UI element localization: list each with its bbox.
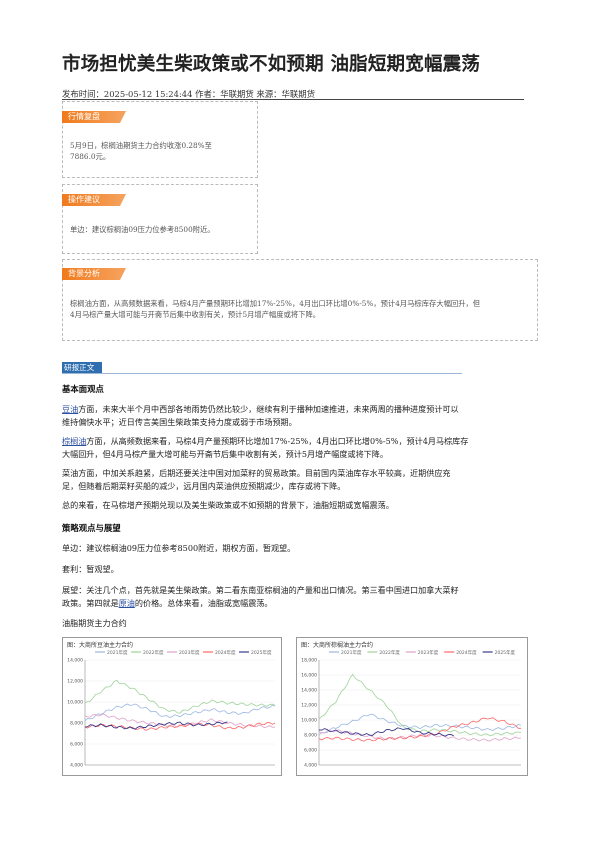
research-tag: 研报正文 bbox=[62, 362, 102, 373]
background-box bbox=[62, 259, 538, 341]
y-tick-label: 18,000 bbox=[301, 658, 317, 664]
soybean-oil-text-b: 维持偏快水平；近日传言美国生柴政策支持力度或弱于市场预期。 bbox=[62, 416, 297, 427]
y-tick-label: 8,000 bbox=[70, 721, 83, 727]
palm-oil-chart-title: 图：大商所棕榈油主力合约 bbox=[301, 642, 374, 649]
outlook-text-b1: 政策。第四就是 bbox=[62, 597, 119, 608]
outlook-text-a: 展望：关注几个点，首先就是美生柴政策。第二看东南亚棕榈油的产量和出口情况。第三看… bbox=[62, 585, 459, 595]
legend-label: 2024年度 bbox=[215, 649, 236, 656]
y-tick-label: 14,000 bbox=[67, 658, 83, 664]
palm-oil-link[interactable]: 棕榈油 bbox=[62, 436, 87, 446]
y-tick-label: 14,000 bbox=[301, 688, 317, 694]
palm-oil-paragraph: 棕榈油方面，从高频数据来看，马棕4月产量预期环比增加17%-25%，4月出口环比… bbox=[62, 435, 532, 460]
fundamental-heading: 基本面观点 bbox=[62, 384, 104, 394]
summary-paragraph: 总的来看，在马棕增产预期兑现以及美生柴政策或不如预期的背景下，油脂短期或宽幅震荡… bbox=[62, 500, 394, 510]
strategy-single: 单边：建议棕榈油09压力位参考8500附近，期权方面，暂观望。 bbox=[62, 543, 296, 553]
series-line-3 bbox=[84, 713, 275, 729]
meta-divider bbox=[62, 99, 524, 100]
rapeseed-oil-text-b: 足，但随着后期菜籽买船的减少，远月国内菜油供应预期减少，库存或将下降。 bbox=[62, 480, 346, 491]
legend-label: 2023年度 bbox=[179, 649, 200, 656]
strategy-arbitrage: 套利：暂观望。 bbox=[62, 564, 119, 574]
article-title: 市场担忧美生柴政策或不如预期 油脂短期宽幅震荡 bbox=[62, 54, 481, 75]
palm-oil-chart: 图：大商所棕榈油主力合约 2021年度 2022年度 2023年度 2024年度 202… bbox=[296, 637, 528, 776]
y-tick-label: 10,000 bbox=[67, 700, 83, 706]
legend-label: 2021年度 bbox=[107, 649, 128, 656]
series-line-4 bbox=[84, 722, 276, 731]
advice-box bbox=[62, 184, 258, 254]
series-line-5 bbox=[84, 721, 228, 730]
soybean-oil-chart-svg: 2021年度 2022年度 2023年度 2024年度 2025年度 4,000 6,000… bbox=[67, 649, 276, 769]
review-text-line2: 7886.0元。 bbox=[70, 152, 111, 161]
rapeseed-oil-text-a: 菜油方面，中加关系趋紧，后期还要关注中国对加菜籽的贸易政策。目前国内菜油库存水平… bbox=[62, 468, 451, 478]
legend-label: 2023年度 bbox=[418, 649, 439, 656]
background-text-line2: 4月马棕产量大增可能与开斋节后集中收割有关，预计5月增产幅度或将下降。 bbox=[70, 310, 321, 319]
review-text-line1: 5月9日，棕榈油期货主力合约收涨0.28%至 bbox=[70, 141, 212, 150]
palm-oil-text-b: 大幅回升，但4月马棕产量大增可能与开斋节后集中收割有关，预计5月增产幅度或将下降… bbox=[62, 448, 388, 459]
article-meta: 发布时间：2025-05-12 15:24:44 作者：华联期货 来源：华联期货 bbox=[62, 89, 316, 99]
y-tick-label: 4,000 bbox=[70, 763, 83, 769]
y-tick-label: 12,000 bbox=[67, 679, 83, 685]
chart-legend: 2021年度 2022年度 2023年度 2024年度 2025年度 bbox=[329, 649, 516, 656]
outlook-paragraph: 展望：关注几个点，首先就是美生柴政策。第二看东南亚棕榈油的产量和出口情况。第三看… bbox=[62, 584, 532, 609]
y-tick-label: 6,000 bbox=[304, 748, 317, 754]
research-divider bbox=[62, 373, 462, 374]
y-tick-label: 8,000 bbox=[304, 733, 317, 739]
crude-oil-link[interactable]: 原油 bbox=[118, 597, 135, 608]
rapeseed-oil-paragraph: 菜油方面，中加关系趋紧，后期还要关注中国对加菜籽的贸易政策。目前国内菜油库存水平… bbox=[62, 467, 532, 492]
series-line-1 bbox=[318, 713, 522, 736]
legend-label: 2024年度 bbox=[456, 649, 477, 656]
advice-text: 单边：建议棕榈油09压力位参考8500附近。 bbox=[70, 225, 215, 234]
series-line-4 bbox=[318, 717, 521, 742]
legend-label: 2022年度 bbox=[143, 649, 164, 656]
soybean-oil-link[interactable]: 豆油 bbox=[62, 404, 79, 414]
legend-label: 2022年度 bbox=[379, 649, 400, 656]
y-tick-label: 12,000 bbox=[301, 703, 317, 709]
palm-oil-chart-svg: 2021年度 2022年度 2023年度 2024年度 2025年度 4,000 6,000… bbox=[301, 649, 522, 769]
soybean-oil-text-a: 方面，未来大半个月中西部各地雨势仍然比较少，继续有利于播种加速推进，未来两周的播… bbox=[78, 404, 459, 414]
background-text-line1: 棕榈油方面，从高频数据来看，马棕4月产量预期环比增加17%-25%，4月出口环比… bbox=[70, 299, 481, 308]
soybean-oil-chart-title: 图：大商所豆油主力合约 bbox=[67, 642, 134, 649]
background-tag: 背景分析 bbox=[62, 268, 126, 280]
y-tick-label: 6,000 bbox=[70, 742, 83, 748]
y-tick-label: 10,000 bbox=[301, 718, 317, 724]
figure-caption: 油脂期货主力合约 bbox=[62, 618, 127, 628]
series-line-1 bbox=[84, 703, 276, 722]
legend-label: 2021年度 bbox=[341, 649, 362, 656]
review-tag: 行情复盘 bbox=[62, 111, 126, 123]
chart-legend: 2021年度 2022年度 2023年度 2024年度 2025年度 bbox=[95, 649, 272, 656]
series-line-5 bbox=[318, 727, 454, 737]
palm-oil-text-a: 方面，从高频数据来看，马棕4月产量预期环比增加17%-25%，4月出口环比增0%… bbox=[86, 436, 469, 446]
y-tick-label: 4,000 bbox=[304, 763, 317, 769]
legend-label: 2025年度 bbox=[251, 649, 272, 656]
advice-tag: 操作建议 bbox=[62, 194, 126, 206]
strategy-heading: 策略观点与展望 bbox=[62, 523, 121, 533]
review-box bbox=[62, 101, 258, 178]
legend-label: 2025年度 bbox=[495, 649, 516, 656]
series-line-2 bbox=[84, 679, 276, 714]
outlook-text-b2: 的价格。总体来看，油脂或宽幅震荡。 bbox=[134, 597, 273, 608]
soybean-oil-paragraph: 豆油方面，未来大半个月中西部各地雨势仍然比较少，继续有利于播种加速推进，未来两周… bbox=[62, 403, 532, 428]
y-tick-label: 16,000 bbox=[301, 673, 317, 679]
soybean-oil-chart: 图：大商所豆油主力合约 2021年度 2022年度 2023年度 2024年度 2025… bbox=[62, 637, 282, 776]
